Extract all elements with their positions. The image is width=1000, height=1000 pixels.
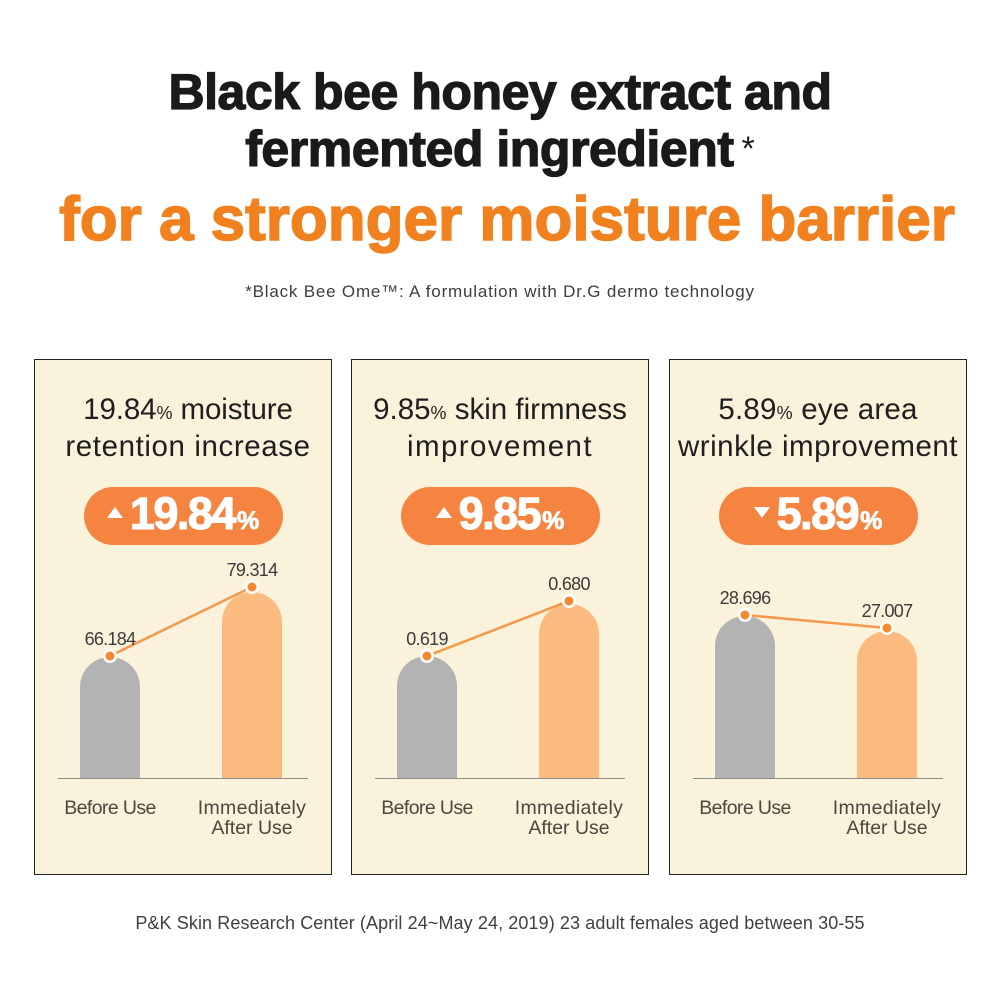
svg-text:Immediately: Immediately <box>833 797 941 819</box>
svg-text:28.696: 28.696 <box>720 588 772 608</box>
svg-text:After Use: After Use <box>528 817 609 839</box>
svg-text:After Use: After Use <box>846 817 927 839</box>
svg-text:79.314: 79.314 <box>227 560 279 580</box>
svg-text:66.184: 66.184 <box>85 629 137 649</box>
svg-text:0.619: 0.619 <box>406 629 448 649</box>
svg-text:Before Use: Before Use <box>64 797 156 819</box>
svg-text:Immediately: Immediately <box>515 797 623 819</box>
svg-text:Before Use: Before Use <box>381 797 473 819</box>
svg-text:Before Use: Before Use <box>699 797 791 819</box>
svg-text:After Use: After Use <box>211 817 292 839</box>
svg-text:0.680: 0.680 <box>548 574 590 594</box>
svg-text:Immediately: Immediately <box>198 797 306 819</box>
svg-text:27.007: 27.007 <box>862 601 914 621</box>
